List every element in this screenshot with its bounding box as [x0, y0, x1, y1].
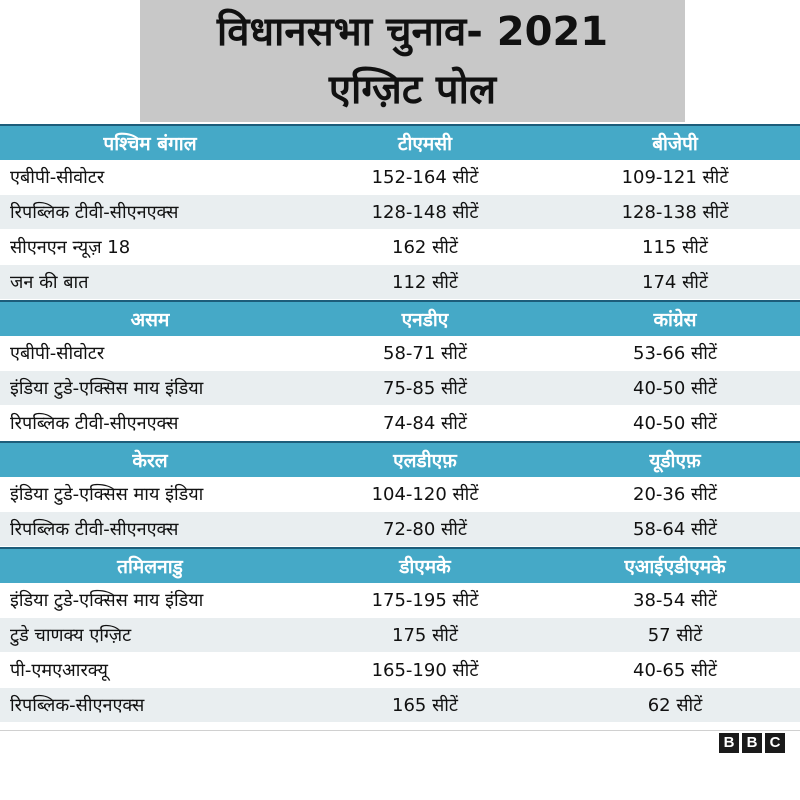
section-header-kerala: केरल एलडीएफ़ यूडीएफ़ [0, 441, 800, 477]
state-name: केरल [132, 450, 168, 472]
table-row: टुडे चाणक्य एग्ज़िट 175 सीटें 57 सीटें [0, 618, 800, 653]
table-row: रिपब्लिक टीवी-सीएनएक्स 128-148 सीटें 128… [0, 195, 800, 230]
table-row: इंडिया टुडे-एक्सिस माय इंडिया 175-195 सी… [0, 583, 800, 618]
pollster-name: टुडे चाणक्य एग्ज़िट [10, 625, 132, 646]
party-b-seats: 109-121 सीटें [621, 167, 729, 188]
party-a-seats: 152-164 सीटें [371, 167, 479, 188]
pollster-name: एबीपी-सीवोटर [10, 343, 105, 364]
pollster-name: रिपब्लिक-सीएनएक्स [10, 695, 145, 716]
bbc-logo: B B C [719, 733, 785, 753]
party-b-seats: 128-138 सीटें [621, 202, 729, 223]
party-b-seats: 62 सीटें [647, 695, 703, 716]
pollster-name: सीएनएन न्यूज़ 18 [10, 237, 131, 258]
party-a-header: एलडीएफ़ [393, 450, 457, 472]
table-row: इंडिया टुडे-एक्सिस माय इंडिया 104-120 सी… [0, 477, 800, 512]
table-row: रिपब्लिक टीवी-सीएनएक्स 72-80 सीटें 58-64… [0, 512, 800, 547]
table-row: इंडिया टुडे-एक्सिस माय इंडिया 75-85 सीटे… [0, 371, 800, 406]
party-a-header: डीएमके [399, 556, 451, 578]
pollster-name: इंडिया टुडे-एक्सिस माय इंडिया [10, 378, 204, 399]
party-b-header: एआईएडीएमके [624, 556, 726, 578]
pollster-name: रिपब्लिक टीवी-सीएनएक्स [10, 202, 179, 223]
table-row: एबीपी-सीवोटर 58-71 सीटें 53-66 सीटें [0, 336, 800, 371]
table-row: एबीपी-सीवोटर 152-164 सीटें 109-121 सीटें [0, 160, 800, 195]
pollster-name: जन की बात [10, 272, 89, 293]
party-b-header: बीजेपी [652, 133, 698, 155]
party-a-header: टीएमसी [397, 133, 453, 155]
party-a-seats: 74-84 सीटें [383, 413, 467, 434]
section-header-west-bengal: पश्चिम बंगाल टीएमसी बीजेपी [0, 124, 800, 160]
party-b-header: कांग्रेस [653, 309, 697, 331]
table-row: पी-एमएआरक्यू 165-190 सीटें 40-65 सीटें [0, 653, 800, 688]
party-a-seats: 128-148 सीटें [371, 202, 479, 223]
table-row: जन की बात 112 सीटें 174 सीटें [0, 265, 800, 300]
state-name: असम [130, 309, 170, 331]
party-a-seats: 75-85 सीटें [383, 378, 467, 399]
party-b-header: यूडीएफ़ [649, 450, 701, 472]
party-b-seats: 174 सीटें [642, 272, 708, 293]
pollster-name: एबीपी-सीवोटर [10, 167, 105, 188]
party-a-seats: 104-120 सीटें [371, 484, 479, 505]
party-a-seats: 112 सीटें [392, 272, 458, 293]
logo-letter: B [719, 733, 739, 753]
party-a-seats: 175 सीटें [392, 625, 458, 646]
party-b-seats: 38-54 सीटें [633, 590, 717, 611]
section-header-assam: असम एनडीए कांग्रेस [0, 300, 800, 336]
page-title: विधानसभा चुनाव- 2021 [216, 9, 609, 55]
title-box: विधानसभा चुनाव- 2021 एग्ज़िट पोल [140, 0, 685, 122]
party-b-seats: 40-65 सीटें [633, 660, 717, 681]
party-b-seats: 53-66 सीटें [633, 343, 717, 364]
party-a-seats: 175-195 सीटें [371, 590, 479, 611]
party-a-seats: 72-80 सीटें [383, 519, 467, 540]
party-b-seats: 40-50 सीटें [633, 378, 717, 399]
table-row: रिपब्लिक टीवी-सीएनएक्स 74-84 सीटें 40-50… [0, 406, 800, 441]
pollster-name: रिपब्लिक टीवी-सीएनएक्स [10, 413, 179, 434]
section-header-tamil-nadu: तमिलनाडु डीएमके एआईएडीएमके [0, 547, 800, 583]
exit-poll-table: पश्चिम बंगाल टीएमसी बीजेपी एबीपी-सीवोटर … [0, 124, 800, 723]
bottom-divider [0, 730, 800, 731]
party-b-seats: 115 सीटें [642, 237, 708, 258]
party-a-seats: 162 सीटें [392, 237, 458, 258]
pollster-name: पी-एमएआरक्यू [10, 660, 108, 681]
logo-letter: C [765, 733, 785, 753]
table-row: रिपब्लिक-सीएनएक्स 165 सीटें 62 सीटें [0, 688, 800, 723]
pollster-name: इंडिया टुडे-एक्सिस माय इंडिया [10, 590, 204, 611]
party-a-seats: 58-71 सीटें [383, 343, 467, 364]
party-a-seats: 165-190 सीटें [371, 660, 479, 681]
logo-letter: B [742, 733, 762, 753]
party-a-header: एनडीए [401, 309, 449, 331]
table-row: सीएनएन न्यूज़ 18 162 सीटें 115 सीटें [0, 230, 800, 265]
page-subtitle: एग्ज़िट पोल [328, 67, 497, 113]
party-b-seats: 20-36 सीटें [633, 484, 717, 505]
pollster-name: इंडिया टुडे-एक्सिस माय इंडिया [10, 484, 204, 505]
party-b-seats: 57 सीटें [647, 625, 703, 646]
party-a-seats: 165 सीटें [392, 695, 458, 716]
party-b-seats: 40-50 सीटें [633, 413, 717, 434]
party-b-seats: 58-64 सीटें [633, 519, 717, 540]
pollster-name: रिपब्लिक टीवी-सीएनएक्स [10, 519, 179, 540]
state-name: तमिलनाडु [117, 556, 183, 578]
state-name: पश्चिम बंगाल [103, 133, 197, 155]
